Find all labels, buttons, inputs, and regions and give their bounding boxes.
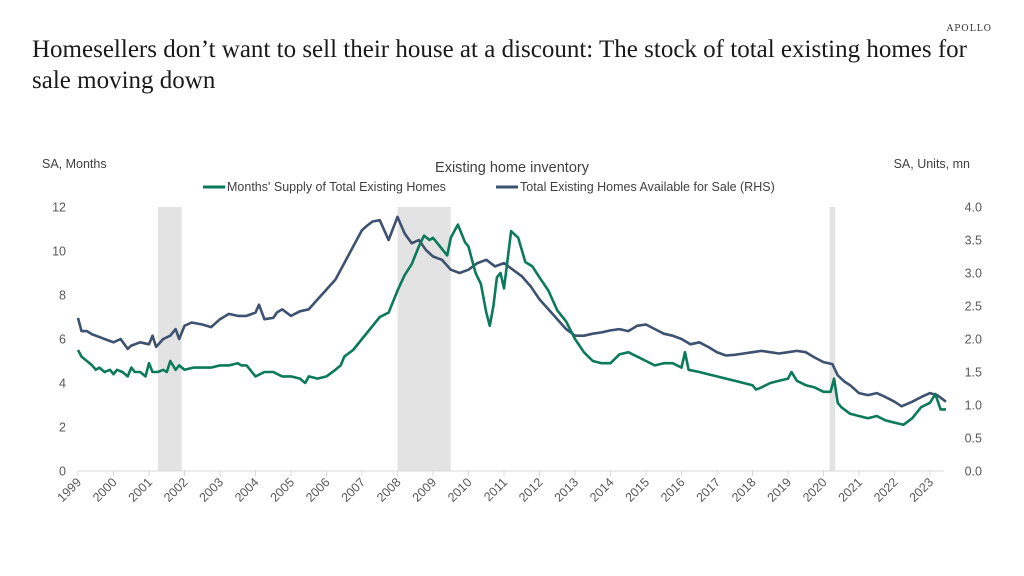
recession-band — [829, 207, 836, 471]
right-axis-unit-label: SA, Units, mn — [894, 157, 970, 171]
brand-logo: APOLLO — [946, 24, 992, 34]
x-tick-label: 2004 — [232, 475, 262, 505]
x-tick-label: 2000 — [90, 475, 120, 505]
recession-shading — [157, 207, 836, 471]
x-tick-label: 2008 — [374, 475, 404, 505]
x-tick-label: 2018 — [729, 475, 759, 505]
x-tick-label: 2017 — [694, 475, 724, 505]
left-y-tick-label: 4 — [59, 377, 66, 391]
x-tick-label: 2001 — [126, 475, 156, 505]
left-y-tick-label: 0 — [59, 465, 66, 479]
x-tick-label: 2005 — [268, 475, 298, 505]
right-axis-ticks: 0.0 0.5 1.0 1.5 2.0 2.5 3.0 3.5 4.0 — [965, 201, 982, 479]
recession-band — [397, 207, 451, 471]
right-y-tick-label: 1.0 — [965, 399, 982, 413]
x-tick-label: 1999 — [55, 475, 85, 505]
left-axis-ticks: 0 2 4 6 8 10 12 — [52, 201, 66, 479]
series-line-months-supply — [76, 223, 946, 427]
right-y-tick-label: 3.0 — [965, 267, 982, 281]
left-y-tick-label: 2 — [59, 421, 66, 435]
x-tick-label: 2002 — [161, 475, 191, 505]
legend-label-homes-available: Total Existing Homes Available for Sale … — [520, 180, 775, 194]
x-tick-label: 2020 — [800, 475, 830, 505]
right-y-tick-label: 1.5 — [965, 366, 982, 380]
x-tick-label: 2006 — [303, 475, 333, 505]
x-tick-label: 2014 — [587, 475, 617, 505]
x-tick-label: 2015 — [623, 475, 653, 505]
x-tick-label: 2013 — [552, 475, 582, 505]
x-tick-label: 2010 — [445, 475, 475, 505]
x-tick-label: 2021 — [836, 475, 866, 505]
page-title: Homesellers don’t want to sell their hou… — [32, 36, 968, 94]
x-tick-label: 2016 — [658, 475, 688, 505]
x-axis-ticks: 1999 2000 2001 2002 2003 2004 2005 2006 2007 2008… — [55, 471, 937, 505]
series-lines — [76, 215, 947, 427]
right-y-tick-label: 3.5 — [965, 234, 982, 248]
x-tick-label: 2023 — [907, 475, 937, 505]
legend: Months' Supply of Total Existing Homes T… — [203, 180, 775, 194]
x-tick-label: 2011 — [481, 475, 510, 504]
right-y-tick-label: 2.5 — [965, 300, 982, 314]
x-tick-label: 2003 — [197, 475, 227, 505]
right-y-tick-label: 0.5 — [965, 432, 982, 446]
left-y-tick-label: 8 — [59, 289, 66, 303]
series-line-homes-available — [76, 215, 947, 408]
x-tick-label: 2019 — [765, 475, 795, 505]
left-axis-unit-label: SA, Months — [42, 157, 107, 171]
x-tick-label: 2022 — [871, 475, 901, 505]
left-y-tick-label: 12 — [52, 201, 66, 215]
legend-label-months-supply: Months' Supply of Total Existing Homes — [227, 180, 446, 194]
x-tick-label: 2007 — [339, 475, 369, 505]
left-y-tick-label: 10 — [52, 245, 66, 259]
right-y-tick-label: 4.0 — [965, 201, 982, 215]
right-y-tick-label: 2.0 — [965, 333, 982, 347]
recession-band — [157, 207, 182, 471]
left-y-tick-label: 6 — [59, 333, 66, 347]
chart-title: Existing home inventory — [435, 160, 590, 176]
right-y-tick-label: 0.0 — [965, 465, 982, 479]
x-tick-label: 2012 — [516, 475, 546, 505]
x-tick-label: 2009 — [410, 475, 440, 505]
